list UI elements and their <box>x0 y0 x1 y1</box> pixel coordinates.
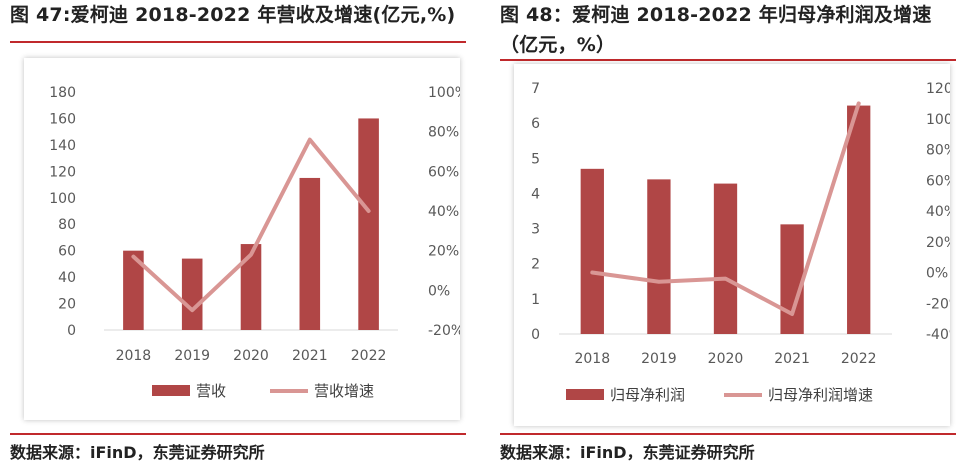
source-note: 数据来源：iFinD，东莞证券研究所 <box>10 443 265 462</box>
source-note: 数据来源：iFinD，东莞证券研究所 <box>500 443 755 462</box>
left-axis-tick-label: 60 <box>58 244 76 260</box>
x-axis-tick-label: 2019 <box>641 351 677 367</box>
bar <box>847 105 871 334</box>
figure-revenue: 图 47:爱柯迪 2018-2022 年营收及增速(亿元,%) 0 20 40 60 8… <box>10 0 470 465</box>
right-axis-tick-label: 20% <box>428 244 459 260</box>
bar <box>358 118 379 330</box>
left-axis-tick-label: 120 <box>49 164 76 180</box>
chart-frame: 0 20 40 60 80 100 120 140 160 180 -20% 0% 20% 40% 60% 8… <box>24 58 468 420</box>
legend-bar-swatch <box>152 385 190 396</box>
right-axis-tick-label: 120% <box>926 81 950 97</box>
left-axis-tick-label: 0 <box>67 323 76 339</box>
x-axis-tick-label: 2021 <box>292 348 328 364</box>
x-axis-tick-label: 2018 <box>116 348 152 364</box>
figure-title: 图 47:爱柯迪 2018-2022 年营收及增速(亿元,%) <box>10 4 456 26</box>
left-axis-tick-label: 0 <box>531 327 540 343</box>
right-axis-tick-label: 0% <box>926 266 948 282</box>
x-axis-tick-label: 2021 <box>774 351 810 367</box>
legend-bar-swatch <box>566 389 604 400</box>
left-axis-tick-label: 80 <box>58 217 76 233</box>
right-axis-tick-label: 60% <box>926 173 950 189</box>
left-axis-tick-label: 1 <box>531 292 540 308</box>
right-axis-tick-label: 100% <box>926 112 950 128</box>
right-axis-tick-label: 0% <box>428 283 450 299</box>
growth-line <box>131 137 371 313</box>
figure-title-line2: （亿元，%） <box>500 34 616 56</box>
title-rule <box>10 41 466 43</box>
x-axis-tick-label: 2022 <box>841 351 877 367</box>
bar <box>580 168 604 334</box>
right-axis-tick-label: -40% <box>926 327 950 343</box>
source-rule <box>500 433 956 435</box>
figure-title-line1: 图 48：爱柯迪 2018-2022 年归母净利润及增速 <box>500 4 932 26</box>
right-axis-tick-label: 80% <box>428 125 459 141</box>
left-axis-tick-label: 6 <box>531 116 540 132</box>
left-axis-tick-label: 100 <box>49 191 76 207</box>
legend-label: 营收增速 <box>314 382 374 400</box>
right-axis-tick-label: 40% <box>428 204 459 220</box>
left-axis-tick-label: 2 <box>531 257 540 273</box>
legend-label: 归母净利润 <box>610 386 685 404</box>
left-axis-tick-label: 4 <box>531 186 540 202</box>
left-axis-tick-label: 40 <box>58 270 76 286</box>
left-axis-tick-label: 7 <box>531 81 540 97</box>
left-axis-tick-label: 5 <box>531 151 540 167</box>
right-axis-tick-label: -20% <box>428 323 460 339</box>
right-axis-tick-label: 100% <box>428 85 460 101</box>
figure-title: 图 48：爱柯迪 2018-2022 年归母净利润及增速 （亿元，%） <box>500 0 960 60</box>
left-axis-tick-label: 20 <box>58 297 76 313</box>
bar <box>647 179 671 334</box>
net-profit-chart: 0 1 2 3 4 5 6 7 -40% -20% 0% 20% 40% 60% 80% 100% 120% 20… <box>531 81 966 404</box>
bar <box>123 250 144 330</box>
figure-net-profit: 图 48：爱柯迪 2018-2022 年归母净利润及增速 （亿元，%） 0 1 2 3… <box>500 0 966 465</box>
source-rule <box>10 433 466 435</box>
right-axis-tick-label: 20% <box>926 235 950 251</box>
x-axis-tick-label: 2020 <box>233 348 269 364</box>
right-axis-tick-label: 60% <box>428 164 459 180</box>
x-axis-tick-label: 2022 <box>351 348 387 364</box>
legend-label: 营收 <box>196 382 226 400</box>
left-axis-tick-label: 3 <box>531 222 540 238</box>
right-axis-tick-label: 80% <box>926 143 950 159</box>
bar <box>780 224 804 334</box>
bar <box>240 244 262 330</box>
x-axis-tick-label: 2020 <box>708 351 744 367</box>
revenue-chart: 0 20 40 60 80 100 120 140 160 180 -20% 0% 20% 40% 60% 8… <box>49 85 468 400</box>
x-axis-tick-label: 2018 <box>574 351 610 367</box>
chart-frame: 0 1 2 3 4 5 6 7 -40% -20% 0% 20% 40% 60% 80% 100% 120% 20… <box>514 64 966 426</box>
left-axis-tick-label: 140 <box>49 138 76 154</box>
right-axis-tick-label: 40% <box>926 204 950 220</box>
right-axis-tick-label: -20% <box>926 296 950 312</box>
x-axis-tick-label: 2019 <box>174 348 210 364</box>
legend-label: 归母净利润增速 <box>768 386 873 404</box>
left-axis-tick-label: 180 <box>49 85 76 101</box>
bar <box>713 183 738 334</box>
bar <box>181 258 203 330</box>
title-rule <box>500 59 956 61</box>
growth-line <box>590 101 861 317</box>
left-axis-tick-label: 160 <box>49 111 76 127</box>
bar <box>299 177 321 330</box>
